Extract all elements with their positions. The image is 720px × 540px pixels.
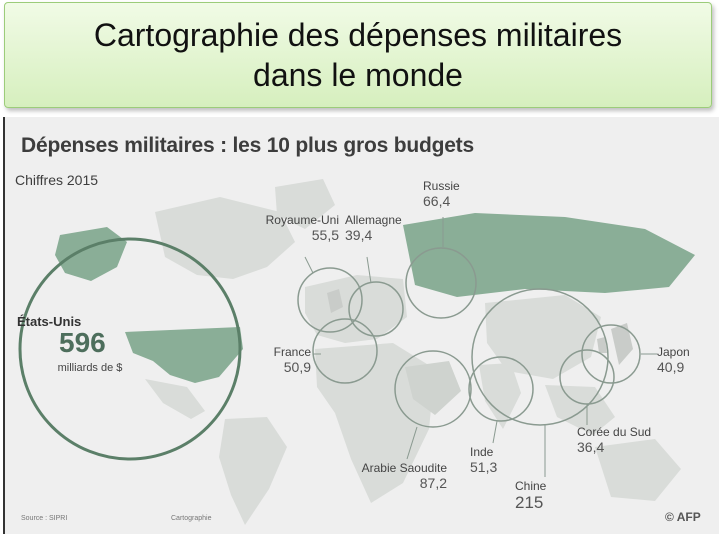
circle-russia: [405, 247, 477, 319]
land-greenland: [275, 179, 335, 229]
label-uk-value: 55,5: [311, 227, 339, 243]
label-india-name: Inde: [470, 445, 494, 459]
slide-title-line-1: Cartographie des dépenses militaires: [93, 17, 623, 53]
slide-title-box: Cartographie des dépenses militaires dan…: [4, 2, 712, 108]
label-france-name: France: [273, 345, 311, 359]
map-cartography: Cartographie: [171, 515, 212, 522]
map-source: Source : SIPRI: [21, 515, 68, 522]
label-germany-name: Allemagne: [345, 213, 402, 227]
afp-credit: © AFP: [665, 510, 701, 524]
circle-usa: [18, 237, 242, 461]
label-russia-value: 66,4: [423, 193, 451, 209]
label-russia: Russie 66,4: [423, 179, 460, 209]
map-heading: Dépenses militaires : les 10 plus gros b…: [21, 134, 474, 157]
label-south-korea-name: Corée du Sud: [577, 425, 652, 439]
circle-france: [312, 318, 378, 384]
circle-germany: [348, 281, 404, 337]
land-alaska: [55, 227, 127, 281]
label-saudi-name: Arabie Saoudite: [361, 461, 447, 475]
label-germany-value: 39,4: [345, 227, 373, 243]
label-china: Chine 215: [515, 479, 546, 513]
label-saudi-value: 87,2: [419, 475, 447, 491]
label-usa-value: 596: [59, 327, 106, 358]
military-spending-map: Dépenses militaires : les 10 plus gros b…: [3, 117, 719, 534]
land-mexico: [145, 379, 205, 419]
land-usa: [125, 327, 243, 383]
land-india: [479, 363, 521, 429]
label-usa-unit: milliards de $: [57, 362, 123, 374]
label-germany: Allemagne 39,4: [345, 213, 402, 243]
land-arabia: [405, 361, 461, 415]
world-map-graphic: [18, 179, 695, 525]
label-japan-value: 40,9: [657, 359, 685, 375]
label-france-value: 50,9: [283, 359, 311, 375]
land-korea: [597, 337, 607, 353]
label-china-value: 215: [515, 493, 544, 512]
label-japan-name: Japon: [657, 345, 690, 359]
slide-title-line-2: dans le monde: [253, 57, 463, 93]
land-south-america: [219, 417, 287, 525]
label-uk-name: Royaume-Uni: [265, 213, 339, 227]
label-south-korea-value: 36,4: [577, 439, 605, 455]
label-india-value: 51,3: [470, 459, 498, 475]
land-japan: [611, 323, 633, 365]
circle-china: [471, 288, 609, 426]
label-south-korea: Corée du Sud 36,4: [577, 425, 651, 455]
label-china-name: Chine: [515, 479, 547, 493]
label-usa-name: États-Unis: [17, 314, 82, 329]
label-india: Inde 51,3: [470, 445, 497, 475]
land-se-asia: [545, 385, 615, 435]
land-australia: [595, 439, 681, 501]
circle-saudi: [394, 350, 472, 428]
land-uk: [327, 289, 343, 313]
label-japan: Japon 40,9: [657, 345, 690, 375]
map-subheading: Chiffres 2015: [15, 172, 99, 188]
land-russia: [403, 213, 695, 297]
land-china: [485, 295, 601, 379]
label-russia-name: Russie: [423, 179, 460, 193]
label-saudi: Arabie Saoudite 87,2: [317, 461, 447, 491]
land-europe: [305, 275, 407, 343]
circle-japan: [581, 324, 641, 384]
circle-india: [468, 356, 534, 422]
label-uk: Royaume-Uni 55,5: [239, 213, 339, 243]
label-france: France 50,9: [235, 345, 311, 375]
circle-uk: [297, 267, 363, 333]
